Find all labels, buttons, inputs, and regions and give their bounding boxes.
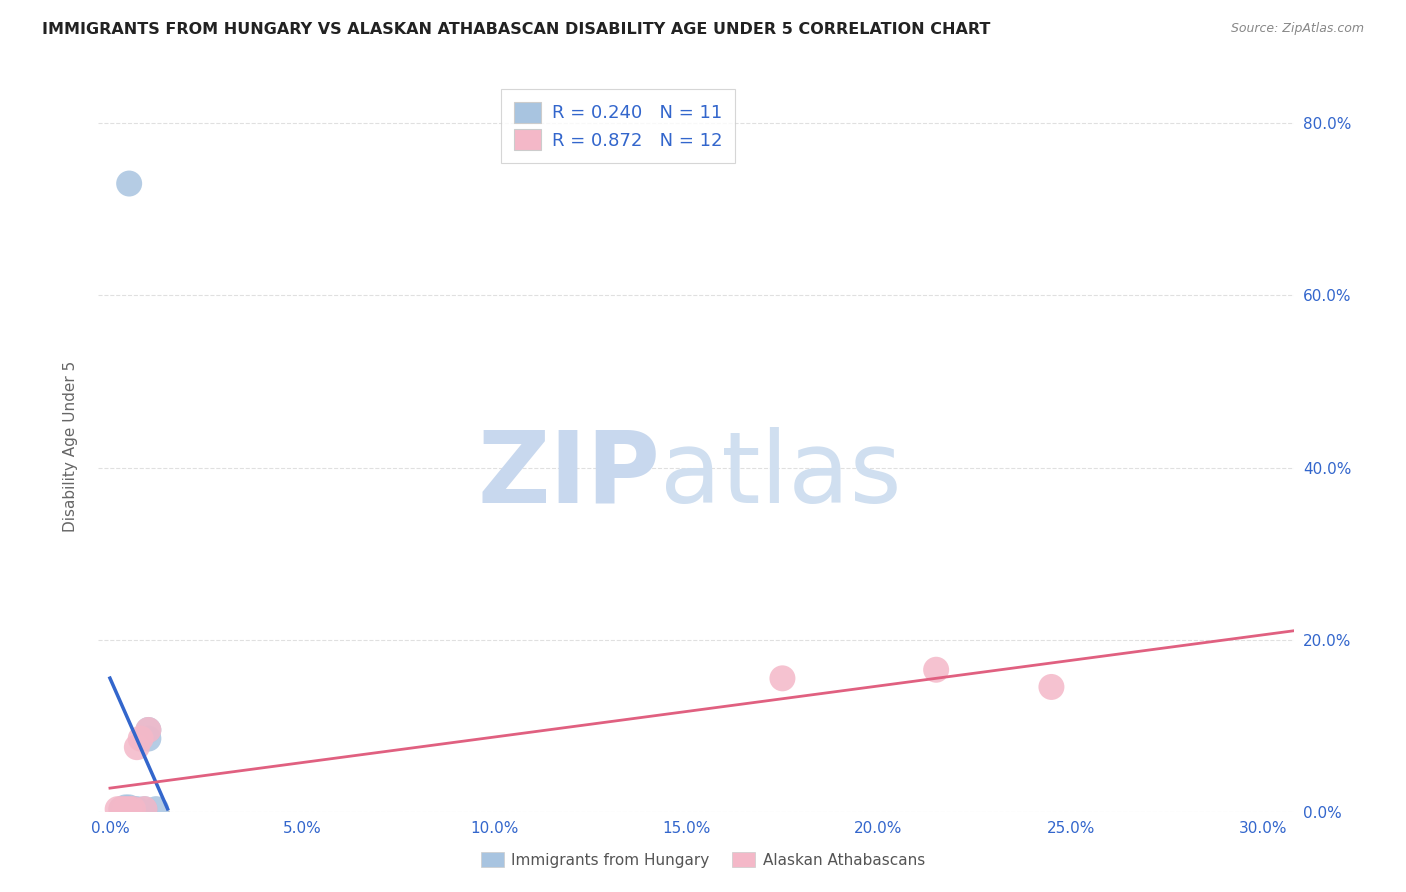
Point: [114, 802, 136, 816]
Point: [114, 800, 136, 814]
Point: [138, 723, 160, 737]
Point: [129, 731, 152, 746]
Point: [110, 802, 132, 816]
Point: [925, 663, 948, 677]
Point: [125, 802, 148, 816]
Text: Source: ZipAtlas.com: Source: ZipAtlas.com: [1230, 22, 1364, 36]
Point: [118, 800, 141, 814]
Point: [118, 177, 141, 191]
Legend: R = 0.240   N = 11, R = 0.872   N = 12: R = 0.240 N = 11, R = 0.872 N = 12: [502, 89, 735, 162]
Point: [134, 802, 156, 816]
Point: [122, 802, 145, 816]
Point: [134, 802, 156, 816]
Text: atlas: atlas: [661, 426, 901, 524]
Point: [118, 802, 141, 816]
Point: [1040, 680, 1063, 694]
Point: [110, 802, 132, 816]
Point: [145, 802, 167, 816]
Point: [770, 671, 793, 685]
Point: [138, 731, 160, 746]
Point: [118, 802, 141, 816]
Text: IMMIGRANTS FROM HUNGARY VS ALASKAN ATHABASCAN DISABILITY AGE UNDER 5 CORRELATION: IMMIGRANTS FROM HUNGARY VS ALASKAN ATHAB…: [42, 22, 991, 37]
Point: [138, 723, 160, 737]
Legend: Immigrants from Hungary, Alaskan Athabascans: Immigrants from Hungary, Alaskan Athabas…: [472, 844, 934, 875]
Text: ZIP: ZIP: [477, 426, 661, 524]
Point: [107, 802, 129, 816]
Point: [122, 802, 145, 816]
Point: [125, 740, 148, 755]
Y-axis label: Disability Age Under 5: Disability Age Under 5: [63, 360, 77, 532]
